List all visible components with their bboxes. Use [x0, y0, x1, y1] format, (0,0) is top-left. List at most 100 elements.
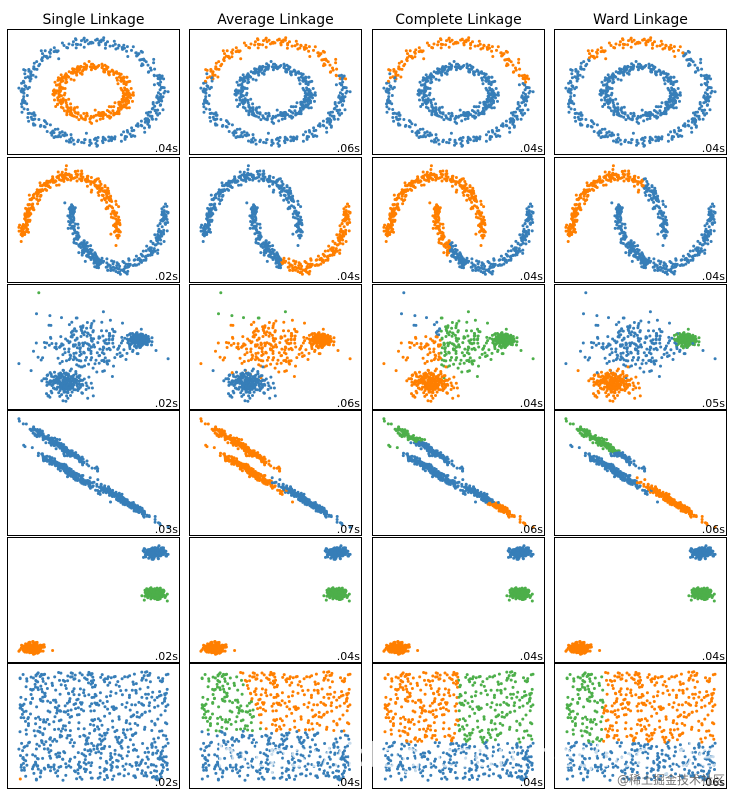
data-point — [261, 64, 265, 68]
data-point — [608, 87, 612, 90]
data-point — [276, 142, 280, 145]
data-point — [621, 111, 625, 115]
data-point — [291, 115, 295, 119]
data-point — [516, 242, 520, 246]
data-point — [126, 98, 129, 101]
data-point — [28, 79, 32, 83]
data-point — [294, 71, 298, 75]
data-point — [434, 71, 438, 75]
data-point — [111, 268, 115, 272]
data-point — [33, 113, 37, 117]
data-point — [300, 272, 304, 276]
data-point — [301, 133, 305, 137]
data-point — [131, 134, 135, 138]
data-point — [250, 112, 254, 116]
data-point — [434, 106, 438, 110]
data-point — [162, 77, 166, 81]
data-point — [296, 225, 300, 228]
data-point — [85, 184, 89, 188]
data-point — [430, 139, 433, 143]
data-point — [250, 173, 254, 177]
data-point — [672, 75, 676, 79]
data-point — [648, 141, 652, 145]
data-point — [578, 73, 582, 77]
data-point — [122, 103, 126, 107]
data-point — [41, 52, 44, 56]
data-point — [288, 268, 292, 272]
data-point — [410, 181, 414, 185]
data-point — [606, 73, 610, 77]
data-point — [622, 66, 626, 70]
data-point — [246, 99, 250, 102]
data-point — [94, 255, 98, 259]
data-point — [440, 105, 444, 109]
data-point — [112, 71, 116, 75]
data-point — [248, 106, 252, 110]
data-point — [488, 136, 492, 140]
data-point — [82, 239, 86, 243]
data-point — [253, 43, 257, 47]
data-point — [645, 117, 649, 121]
data-point — [514, 239, 518, 243]
data-point — [634, 60, 638, 63]
data-point — [642, 119, 646, 123]
data-point — [567, 81, 571, 85]
data-point — [491, 269, 495, 273]
data-point — [575, 79, 579, 83]
data-point — [279, 184, 283, 188]
data-point — [139, 49, 143, 53]
data-point — [332, 253, 336, 257]
data-point — [232, 130, 236, 134]
data-point — [445, 72, 449, 76]
data-point — [114, 225, 118, 228]
data-point — [482, 233, 486, 237]
data-point — [141, 249, 145, 253]
data-point — [608, 133, 612, 137]
data-point — [98, 180, 102, 183]
data-point — [71, 208, 75, 212]
data-point — [271, 141, 275, 145]
data-point — [74, 46, 78, 50]
data-point — [434, 109, 438, 113]
data-point — [200, 223, 204, 227]
data-point — [413, 50, 417, 54]
data-point — [259, 118, 263, 122]
data-point — [33, 123, 37, 127]
data-point — [23, 218, 27, 222]
data-point — [496, 45, 500, 49]
data-point — [70, 218, 73, 222]
data-point — [250, 223, 254, 227]
data-point — [217, 60, 221, 64]
data-point — [447, 141, 451, 145]
data-point — [704, 99, 708, 103]
data-point — [437, 114, 441, 118]
data-point — [603, 103, 607, 106]
data-point — [521, 224, 525, 228]
data-point — [469, 113, 473, 117]
data-point — [426, 100, 430, 104]
data-point — [199, 225, 203, 229]
data-point — [615, 112, 619, 116]
data-point — [482, 205, 486, 209]
data-point — [338, 234, 342, 238]
data-point — [254, 114, 258, 118]
data-point — [500, 54, 504, 58]
data-point — [432, 140, 436, 144]
data-point — [653, 40, 656, 44]
data-point — [476, 109, 480, 113]
data-point — [524, 219, 528, 222]
data-point — [404, 123, 408, 127]
data-point — [344, 205, 348, 209]
data-point — [257, 230, 261, 234]
data-point — [294, 39, 298, 43]
data-point — [75, 66, 79, 70]
data-point — [670, 88, 674, 92]
data-point — [284, 259, 288, 263]
data-point — [631, 131, 635, 135]
data-point — [232, 178, 235, 182]
data-point — [109, 269, 113, 272]
data-point — [159, 242, 163, 246]
data-point — [391, 87, 395, 91]
data-point — [677, 126, 681, 130]
data-point — [139, 123, 143, 127]
